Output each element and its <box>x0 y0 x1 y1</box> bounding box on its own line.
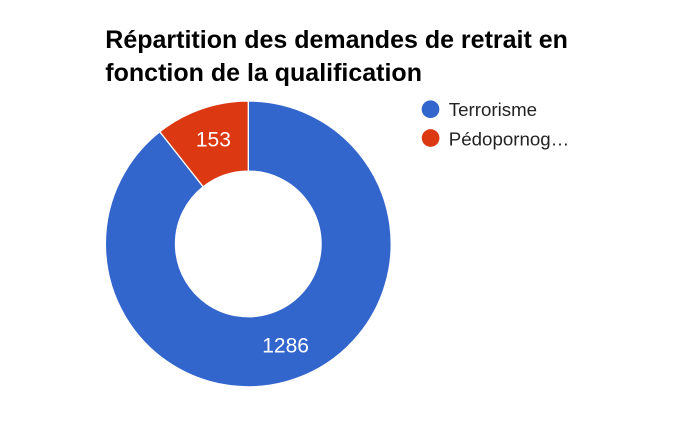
svg-text:Répartition des demandes de re: Répartition des demandes de retrait en <box>105 26 568 54</box>
svg-text:Terrorisme: Terrorisme <box>449 99 537 120</box>
svg-text:fonction de la qualification: fonction de la qualification <box>105 59 422 87</box>
svg-text:1286: 1286 <box>262 335 309 358</box>
svg-text:Pédopornog…: Pédopornog… <box>449 129 570 150</box>
svg-text:153: 153 <box>196 129 231 152</box>
